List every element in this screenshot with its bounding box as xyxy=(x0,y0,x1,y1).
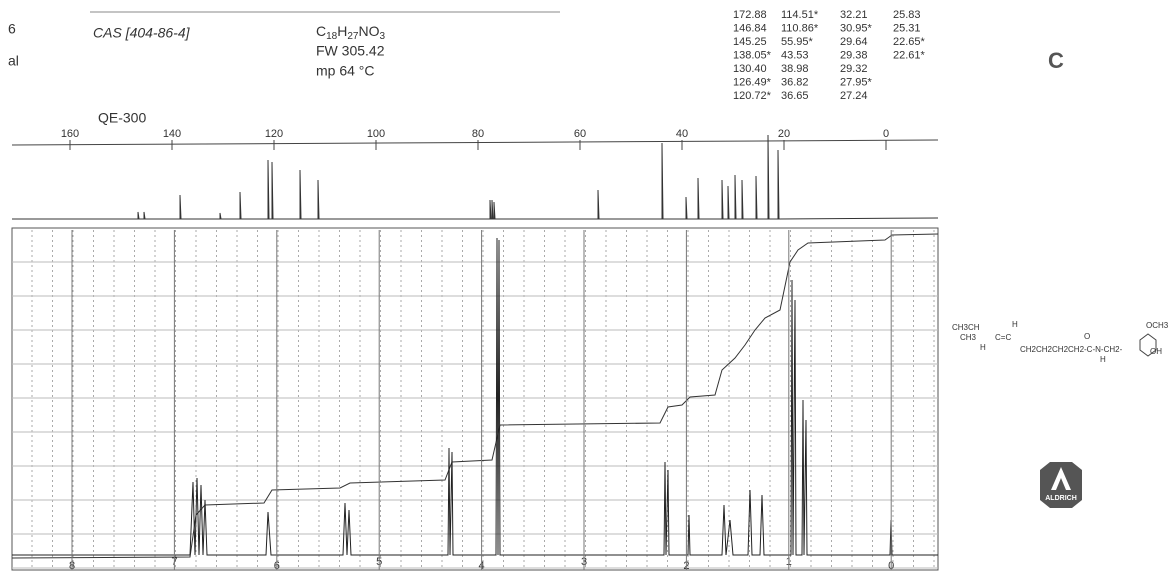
melting-point: mp 64 °C xyxy=(316,63,375,79)
shift-value: 27.95* xyxy=(840,76,873,88)
instrument: QE-300 xyxy=(98,110,146,126)
shift-value: 126.49* xyxy=(733,76,772,88)
shift-value: 29.32 xyxy=(840,63,868,75)
shift-value: 130.40 xyxy=(733,63,767,75)
c13-axis xyxy=(11,139,939,146)
logo-mark xyxy=(1051,467,1071,490)
shift-value: 114.51* xyxy=(781,9,819,21)
fragment: al xyxy=(8,53,19,69)
logo-text: ALDRICH xyxy=(1045,495,1077,502)
structure-label: CH2CH2CH2CH2-C-N-CH2- xyxy=(1020,345,1123,354)
shift-value: 172.88 xyxy=(733,9,767,21)
c13-tick-label: 60 xyxy=(574,128,586,140)
logo-badge xyxy=(1040,462,1082,508)
shift-value: 43.53 xyxy=(781,49,809,61)
h1-trace xyxy=(12,237,938,556)
shift-value: 29.38 xyxy=(840,49,868,61)
c13-trace xyxy=(12,134,939,220)
shift-value: 110.86* xyxy=(781,22,819,34)
c13-tick-label: 20 xyxy=(778,128,790,140)
formula: C18H27NO3 xyxy=(316,23,386,42)
shift-value: 32.21 xyxy=(840,9,868,21)
structure-label: OCH3 xyxy=(1146,321,1169,330)
c13-tick-label: 40 xyxy=(676,128,688,140)
structure-label: H xyxy=(1012,320,1018,329)
c13-tick-label: 140 xyxy=(163,128,181,140)
shift-value: 145.25 xyxy=(733,36,767,48)
structure-label: O xyxy=(1084,332,1090,341)
element: H xyxy=(337,23,347,39)
structure-label: H xyxy=(980,343,986,352)
shift-value: 36.65 xyxy=(781,90,809,102)
shift-value: 55.95* xyxy=(781,36,814,48)
shift-value: 30.95* xyxy=(840,22,873,34)
structure-label: H xyxy=(1100,355,1106,364)
h1-grid xyxy=(12,230,938,569)
structure-label: CH3 xyxy=(960,333,977,342)
shift-value: 38.98 xyxy=(781,63,809,75)
structure-label: C=C xyxy=(995,333,1011,342)
element: NO xyxy=(359,23,380,39)
shift-value: 36.82 xyxy=(781,76,809,88)
fragment: 6 xyxy=(8,21,16,37)
c13-tick-label: 120 xyxy=(265,128,283,140)
integral-curve xyxy=(11,233,939,559)
shift-value: 27.24 xyxy=(840,90,868,102)
subscript: 3 xyxy=(380,31,386,42)
c13-tick-label: 160 xyxy=(61,128,79,140)
subscript: 18 xyxy=(326,31,338,42)
subscript: 27 xyxy=(347,31,359,42)
structure: CH3CH CH3 H C=C H CH2CH2CH2CH2-C-N-CH2- … xyxy=(952,320,1169,364)
c13-tick-label: 0 xyxy=(883,128,889,140)
section-letter: C xyxy=(1048,48,1064,73)
element: C xyxy=(316,23,326,39)
cas-number: CAS [404-86-4] xyxy=(93,25,191,41)
shift-value: 22.61* xyxy=(893,49,926,61)
h1-frame xyxy=(11,227,939,571)
structure-label: CH3CH xyxy=(952,323,980,332)
shift-value: 146.84 xyxy=(733,22,767,34)
ring xyxy=(1139,333,1157,357)
formula-weight: FW 305.42 xyxy=(316,43,385,59)
shift-value: 138.05* xyxy=(733,49,772,61)
structure-label: OH xyxy=(1150,347,1162,356)
shift-value: 29.64 xyxy=(840,36,868,48)
c13-tick-label: 100 xyxy=(367,128,385,140)
shift-value: 25.83 xyxy=(893,9,921,21)
c13-tick-label: 80 xyxy=(472,128,484,140)
shift-value: 120.72* xyxy=(733,90,772,102)
shift-value: 22.65* xyxy=(893,36,926,48)
shift-value: 25.31 xyxy=(893,22,921,34)
